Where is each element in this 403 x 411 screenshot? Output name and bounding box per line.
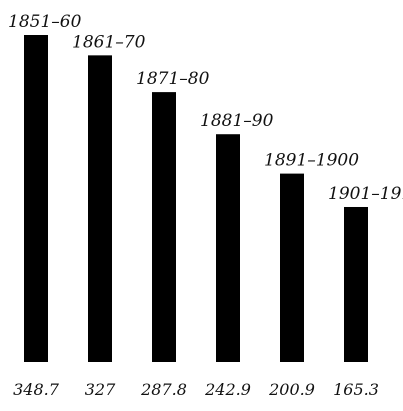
bars-group bbox=[24, 35, 368, 363]
period-label-3: 1871–80 bbox=[136, 69, 210, 89]
period-label-6: 1901–1910 bbox=[328, 184, 403, 204]
bar-6 bbox=[344, 206, 368, 362]
value-label-4: 242.9 bbox=[204, 380, 251, 399]
value-label-1: 348.7 bbox=[13, 380, 60, 399]
period-label-5: 1891–1900 bbox=[264, 151, 359, 171]
bar-5 bbox=[280, 173, 304, 362]
value-label-6: 165.3 bbox=[333, 380, 379, 399]
bar-4 bbox=[216, 134, 240, 362]
period-label-2: 1861–70 bbox=[72, 32, 146, 52]
value-label-5: 200.9 bbox=[268, 380, 315, 399]
value-labels-group: 348.7 327 287.8 242.9 200.9 165.3 bbox=[13, 380, 379, 399]
bar-2 bbox=[88, 55, 112, 363]
value-label-2: 327 bbox=[85, 380, 116, 399]
value-label-3: 287.8 bbox=[140, 380, 187, 399]
bar-3 bbox=[152, 92, 176, 363]
period-label-4: 1881–90 bbox=[200, 111, 274, 131]
period-label-1: 1851–60 bbox=[8, 12, 82, 32]
bar-1 bbox=[24, 35, 48, 362]
